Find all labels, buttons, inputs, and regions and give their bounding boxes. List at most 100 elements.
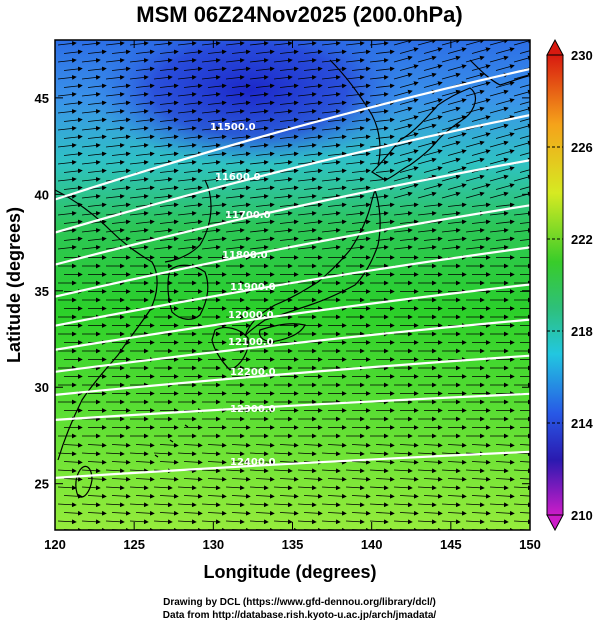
wind-arrow [81, 519, 101, 525]
wind-arrow [177, 519, 197, 525]
wind-arrow [255, 202, 275, 208]
x-tick-label: 145 [440, 537, 462, 552]
wind-arrow [87, 442, 107, 448]
wind-arrow [249, 160, 269, 165]
wind-arrow [399, 510, 419, 516]
wind-arrow [129, 75, 149, 80]
wind-arrow [111, 168, 131, 174]
wind-arrow [393, 502, 413, 508]
wind-arrow [111, 185, 131, 191]
wind-arrow [375, 476, 395, 482]
wind-arrow [399, 64, 419, 71]
wind-arrow [63, 66, 83, 72]
wind-arrow [327, 202, 347, 208]
wind-arrow [351, 510, 371, 516]
wind-arrow [207, 134, 227, 140]
wind-arrow [57, 451, 77, 457]
wind-arrow [159, 442, 179, 448]
wind-arrow [105, 41, 125, 46]
contour-label: 12000.0 [228, 310, 274, 321]
wind-arrow [81, 177, 101, 182]
wind-arrow [249, 126, 269, 131]
wind-arrow [255, 49, 275, 55]
wind-arrow [87, 202, 107, 208]
wind-arrow [393, 191, 413, 199]
wind-arrow [417, 40, 437, 46]
wind-arrow [111, 442, 131, 448]
wind-arrow [87, 151, 107, 157]
wind-arrow [441, 451, 461, 457]
wind-arrow [297, 143, 317, 148]
wind-arrow [111, 151, 131, 157]
wind-arrow [135, 100, 155, 106]
wind-arrow [369, 502, 389, 508]
wind-vectors [57, 40, 530, 530]
x-tick-label: 140 [361, 537, 383, 552]
wind-arrow [441, 468, 461, 474]
wind-arrow [489, 157, 509, 165]
wind-arrow [225, 194, 245, 199]
wind-arrow [231, 168, 251, 174]
wind-arrow [441, 502, 461, 508]
wind-arrow [321, 468, 341, 474]
wind-arrow [57, 126, 77, 131]
wind-arrow [57, 485, 77, 491]
wind-arrow [153, 194, 173, 199]
wind-arrow [201, 126, 221, 131]
plot-area: 11500.0 11600.0 11700.0 11800.0 11900.0 12000… [55, 40, 530, 530]
wind-arrow [369, 58, 389, 63]
wind-arrow [327, 510, 347, 516]
wind-arrow [345, 194, 365, 199]
wind-arrow [297, 92, 317, 97]
wind-arrow [369, 41, 389, 46]
wind-arrow [297, 41, 317, 46]
wind-arrow [519, 238, 530, 241]
wind-arrow [519, 461, 530, 463]
wind-arrow [153, 143, 173, 148]
wind-arrow [399, 476, 419, 482]
wind-arrow [321, 228, 341, 233]
wind-arrow [399, 166, 419, 173]
wind-arrow [105, 228, 125, 233]
wind-arrow [279, 202, 299, 208]
wind-arrow [417, 72, 437, 80]
wind-arrow [225, 126, 245, 131]
wind-arrow [345, 502, 365, 508]
wind-arrow [159, 476, 179, 482]
wind-arrow [465, 55, 485, 63]
wind-arrow [153, 109, 173, 114]
wind-arrow [351, 168, 371, 174]
wind-arrow [159, 202, 179, 208]
wind-arrow [417, 55, 437, 63]
wind-arrow [345, 160, 365, 165]
wind-arrow [57, 468, 77, 474]
wind-arrow [231, 202, 251, 208]
wind-arrow [135, 459, 155, 465]
x-tick-label: 150 [519, 537, 541, 552]
wind-arrow [321, 519, 341, 525]
wind-arrow [447, 166, 467, 173]
wind-arrow [231, 100, 251, 106]
wind-arrow [447, 47, 467, 54]
wind-arrow [423, 476, 443, 482]
wind-arrow [159, 49, 179, 55]
wind-arrow [81, 485, 101, 491]
wind-arrow [327, 442, 347, 448]
wind-arrow [417, 211, 437, 216]
wind-arrow [81, 160, 101, 165]
wind-arrow [369, 485, 389, 491]
wind-arrow [63, 476, 83, 482]
wind-arrow [57, 177, 77, 182]
wind-arrow [111, 49, 131, 55]
wind-arrow [279, 459, 299, 465]
wind-arrow [273, 211, 293, 216]
wind-arrow [129, 519, 149, 525]
y-tick-label: 25 [35, 477, 49, 492]
wind-arrow [249, 41, 269, 46]
wind-arrow [345, 58, 365, 63]
wind-arrow [423, 149, 443, 156]
wind-arrow [345, 451, 365, 457]
wind-arrow [135, 236, 155, 242]
wind-arrow [129, 58, 149, 63]
colorbar-tick-label: 210 [571, 508, 593, 523]
